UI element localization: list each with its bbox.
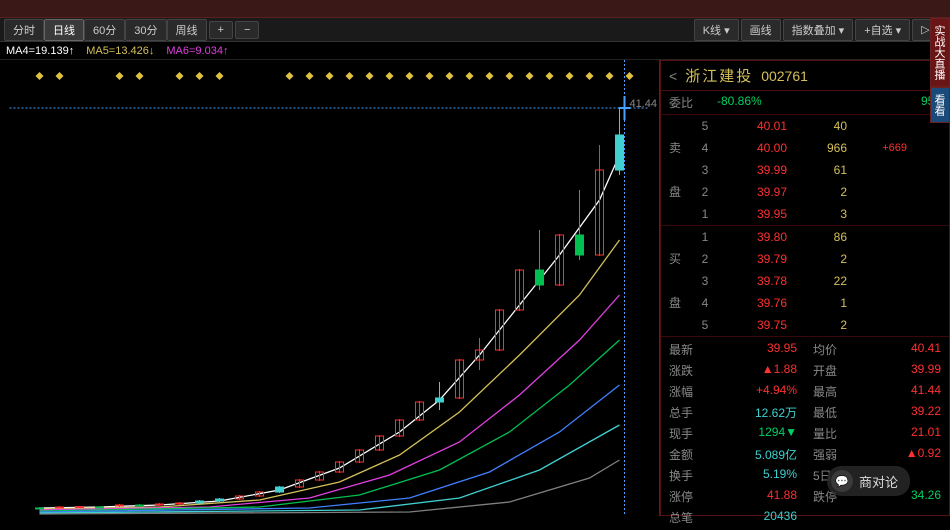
commission-ratio: 委比 -80.86% 958 bbox=[661, 91, 949, 115]
toolbar-button[interactable]: +自选 ▾ bbox=[855, 19, 910, 41]
quote-panel: < 浙江建投 002761 > 委比 -80.86% 958 540.0140卖… bbox=[660, 60, 950, 516]
info-cell: 最高41.44 bbox=[805, 381, 949, 402]
timeframe-tab[interactable]: 60分 bbox=[84, 19, 125, 41]
info-cell: 金额5.089亿 bbox=[661, 444, 805, 465]
wechat-icon: 💬 bbox=[831, 470, 853, 492]
order-row: 339.9961 bbox=[661, 159, 949, 181]
timeframe-tab[interactable]: 30分 bbox=[125, 19, 166, 41]
price-axis-label: 41.44 bbox=[629, 98, 657, 110]
info-cell: 最低39.22 bbox=[805, 402, 949, 423]
toolbar-button[interactable]: K线 ▾ bbox=[694, 19, 739, 41]
order-row: 539.752 bbox=[661, 314, 949, 336]
tab-look[interactable]: 看看 bbox=[930, 87, 950, 123]
ma-value: MA5=13.426↓ bbox=[86, 45, 154, 57]
title-bar bbox=[0, 0, 950, 18]
info-cell: 强弱▲0.92 bbox=[805, 444, 949, 465]
info-cell: 均价40.41 bbox=[805, 339, 949, 360]
bid-orders: 139.8086买239.792339.7822盘439.761539.752 bbox=[661, 226, 949, 337]
timeframe-tab[interactable]: 分时 bbox=[4, 19, 44, 41]
zoom-out-button[interactable]: − bbox=[235, 21, 259, 39]
tab-live[interactable]: 实战大直播 bbox=[930, 18, 950, 87]
info-cell: 开盘39.99 bbox=[805, 360, 949, 381]
stock-header: < 浙江建投 002761 > bbox=[661, 61, 949, 91]
watermark: 💬 商对论 bbox=[827, 466, 910, 496]
quote-info: 最新39.95均价40.41涨跌▲1.88开盘39.99涨幅+4.94%最高41… bbox=[661, 337, 949, 530]
toolbar-button[interactable]: 画线 bbox=[741, 19, 781, 41]
order-row: 139.8086 bbox=[661, 226, 949, 248]
order-row: 盘439.761 bbox=[661, 292, 949, 314]
info-cell: 量比21.01 bbox=[805, 423, 949, 444]
info-cell: 涨跌▲1.88 bbox=[661, 360, 805, 381]
order-row: 540.0140 bbox=[661, 115, 949, 137]
stock-name: 浙江建投 bbox=[685, 65, 753, 86]
toolbar: 分时日线60分30分周线 + − K线 ▾画线指数叠加 ▾+自选 ▾▷K bbox=[0, 18, 950, 42]
info-cell: 涨停41.88 bbox=[661, 486, 805, 507]
timeframe-tab[interactable]: 周线 bbox=[167, 19, 207, 41]
ma-value: MA6=9.034↑ bbox=[166, 45, 228, 57]
ask-orders: 540.0140卖440.00966+669339.9961盘239.97213… bbox=[661, 115, 949, 226]
zoom-in-button[interactable]: + bbox=[209, 21, 233, 39]
order-row: 卖440.00966+669 bbox=[661, 137, 949, 159]
order-row: 339.7822 bbox=[661, 270, 949, 292]
info-cell: 总手12.62万 bbox=[661, 402, 805, 423]
ma-value: MA4=19.139↑ bbox=[6, 45, 74, 57]
order-row: 买239.792 bbox=[661, 248, 949, 270]
info-cell: 现手1294▼ bbox=[661, 423, 805, 444]
order-row: 盘239.972 bbox=[661, 181, 949, 203]
chart-area[interactable]: 41.44 bbox=[0, 60, 660, 516]
right-sidebar-tabs: 实战大直播 看看 bbox=[930, 18, 950, 123]
info-cell: 涨幅+4.94% bbox=[661, 381, 805, 402]
prev-stock-button[interactable]: < bbox=[669, 68, 677, 84]
info-cell: 总笔20436 bbox=[661, 507, 805, 528]
toolbar-button[interactable]: 指数叠加 ▾ bbox=[783, 19, 854, 41]
order-row: 139.953 bbox=[661, 203, 949, 225]
ma-indicators: MA4=19.139↑ MA5=13.426↓ MA6=9.034↑ bbox=[0, 42, 950, 60]
info-cell: 换手5.19% bbox=[661, 465, 805, 486]
stock-code: 002761 bbox=[761, 68, 808, 84]
info-cell bbox=[805, 507, 949, 528]
info-cell: 最新39.95 bbox=[661, 339, 805, 360]
timeframe-tab[interactable]: 日线 bbox=[44, 19, 84, 41]
